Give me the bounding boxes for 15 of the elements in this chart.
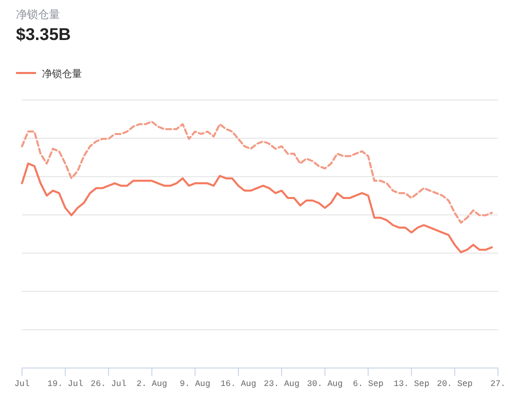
- chart-subtitle: 净锁仓量: [16, 9, 60, 21]
- x-tick-label: 9. Aug: [180, 379, 210, 389]
- x-tick-label: 20. Sep: [436, 379, 473, 389]
- x-tick-label: 30. Aug: [307, 379, 343, 389]
- x-tick-label: 6. Sep: [352, 379, 384, 389]
- x-tick-label: Jul: [14, 379, 30, 389]
- legend-label: 净锁仓量: [42, 68, 82, 80]
- x-tick-label: 19. Jul: [47, 379, 84, 389]
- chart-title: $3.35B: [16, 25, 71, 44]
- x-tick-label: 13. Sep: [394, 379, 430, 389]
- x-tick-label: 16. Aug: [220, 379, 256, 389]
- x-tick-label: 2. Aug: [136, 379, 168, 389]
- x-tick-label: 26. Jul: [90, 379, 126, 389]
- x-tick-label: 27.: [490, 379, 506, 389]
- x-tick-label: 23. Aug: [264, 379, 300, 389]
